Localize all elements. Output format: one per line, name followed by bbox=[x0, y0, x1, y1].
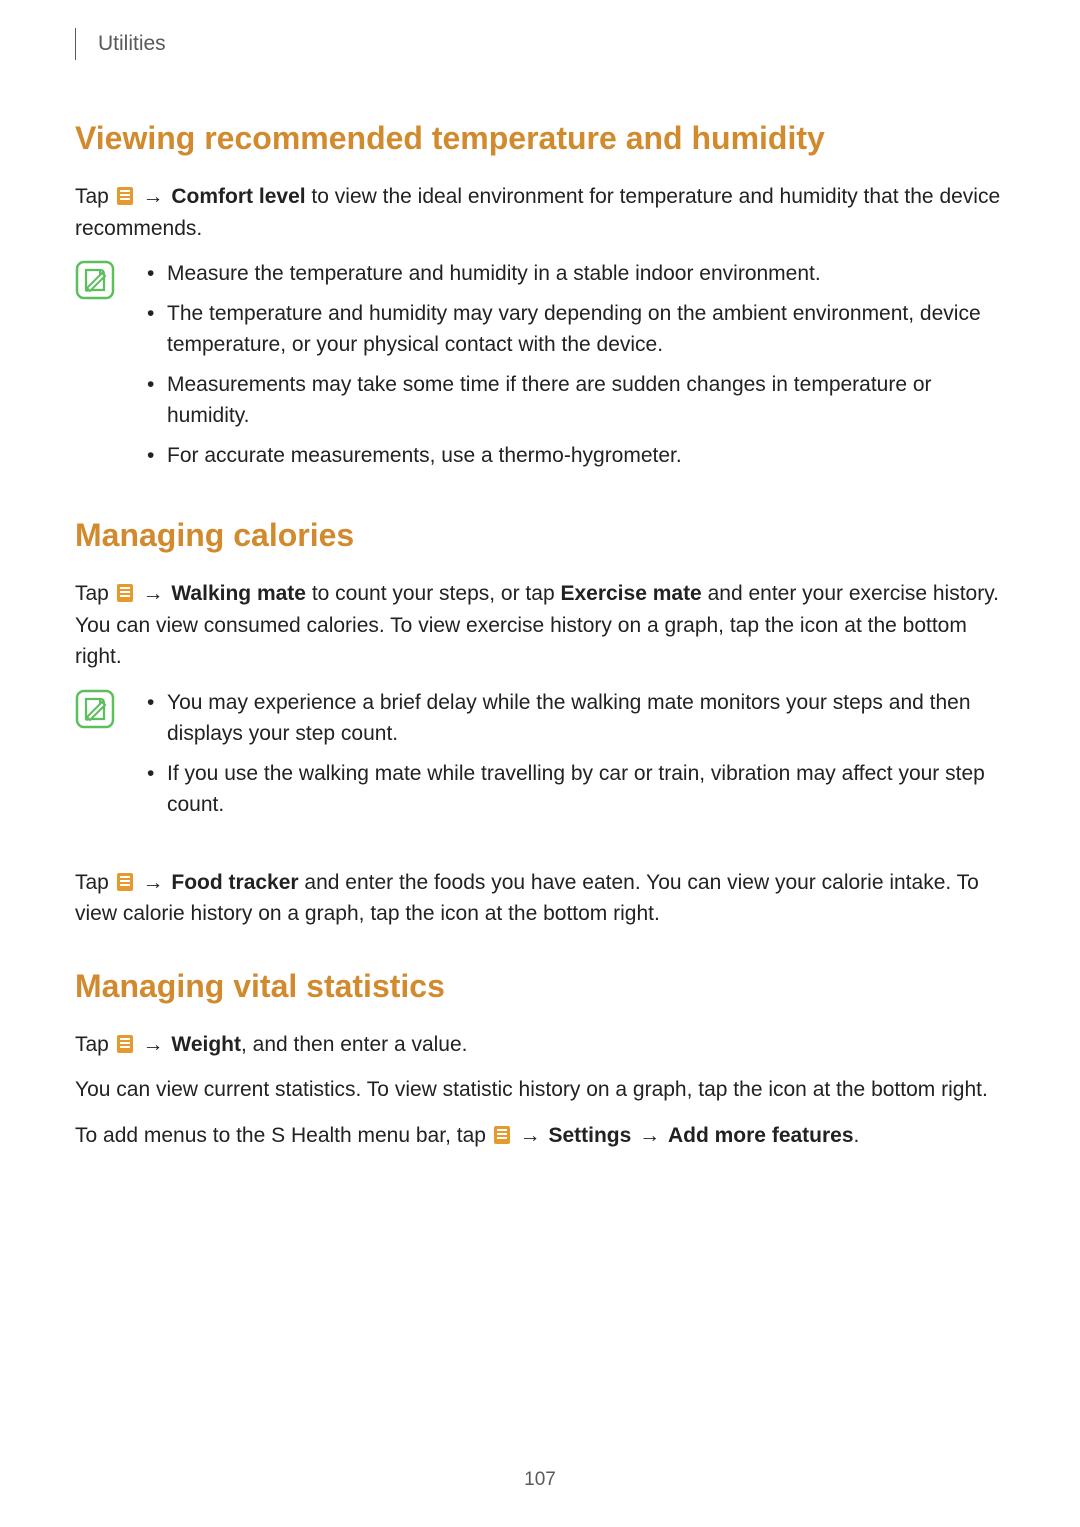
arrow-icon: → bbox=[143, 582, 164, 605]
menu-add-more-features: Add more features bbox=[668, 1124, 854, 1147]
arrow-icon: → bbox=[143, 871, 164, 894]
note-text: Measure the temperature and humidity in … bbox=[167, 258, 1005, 290]
menu-icon bbox=[117, 187, 133, 205]
period: . bbox=[854, 1124, 860, 1147]
menu-exercise-mate: Exercise mate bbox=[560, 582, 701, 605]
menu-icon bbox=[494, 1126, 510, 1144]
arrow-icon: → bbox=[143, 1033, 164, 1056]
note-item: •If you use the walking mate while trave… bbox=[127, 758, 1005, 821]
menu-comfort-level: Comfort level bbox=[171, 185, 305, 208]
page-header: Utilities bbox=[75, 28, 1005, 60]
note-icon bbox=[75, 689, 115, 729]
note-item: •Measure the temperature and humidity in… bbox=[127, 258, 1005, 290]
text-mid: to count your steps, or tap bbox=[306, 582, 560, 605]
text-prefix: To add menus to the S Health menu bar, t… bbox=[75, 1124, 492, 1147]
menu-icon bbox=[117, 1035, 133, 1053]
paragraph-comfort-level: Tap → Comfort level to view the ideal en… bbox=[75, 181, 1005, 244]
menu-weight: Weight bbox=[171, 1033, 241, 1056]
text-suffix: , and then enter a value. bbox=[241, 1033, 468, 1056]
heading-managing-calories: Managing calories bbox=[75, 517, 1005, 554]
menu-settings: Settings bbox=[548, 1124, 631, 1147]
note-text: You may experience a brief delay while t… bbox=[167, 687, 1005, 750]
note-icon bbox=[75, 260, 115, 300]
tap-prefix: Tap bbox=[75, 871, 115, 894]
menu-icon bbox=[117, 873, 133, 891]
heading-vital-statistics: Managing vital statistics bbox=[75, 968, 1005, 1005]
paragraph-weight: Tap → Weight, and then enter a value. bbox=[75, 1029, 1005, 1061]
arrow-icon: → bbox=[143, 185, 164, 208]
menu-food-tracker: Food tracker bbox=[171, 871, 298, 894]
note-text: For accurate measurements, use a thermo-… bbox=[167, 440, 1005, 472]
tap-prefix: Tap bbox=[75, 582, 115, 605]
note-item: •For accurate measurements, use a thermo… bbox=[127, 440, 1005, 472]
header-chapter-label: Utilities bbox=[98, 32, 166, 56]
tap-prefix: Tap bbox=[75, 1033, 115, 1056]
menu-icon bbox=[117, 584, 133, 602]
note-item: •You may experience a brief delay while … bbox=[127, 687, 1005, 750]
tap-prefix: Tap bbox=[75, 185, 115, 208]
note-item: •The temperature and humidity may vary d… bbox=[127, 298, 1005, 361]
heading-temp-humidity: Viewing recommended temperature and humi… bbox=[75, 120, 1005, 157]
note-text: The temperature and humidity may vary de… bbox=[167, 298, 1005, 361]
paragraph-food-tracker: Tap → Food tracker and enter the foods y… bbox=[75, 867, 1005, 930]
note-text: If you use the walking mate while travel… bbox=[167, 758, 1005, 821]
arrow-icon: → bbox=[520, 1124, 541, 1147]
note-item: •Measurements may take some time if ther… bbox=[127, 369, 1005, 432]
menu-walking-mate: Walking mate bbox=[171, 582, 306, 605]
paragraph-add-menus: To add menus to the S Health menu bar, t… bbox=[75, 1120, 1005, 1152]
paragraph-walking-mate: Tap → Walking mate to count your steps, … bbox=[75, 578, 1005, 673]
arrow-icon: → bbox=[639, 1124, 660, 1147]
note-block-temp: •Measure the temperature and humidity in… bbox=[75, 258, 1005, 479]
note-block-calories: •You may experience a brief delay while … bbox=[75, 687, 1005, 829]
page-number: 107 bbox=[0, 1469, 1080, 1491]
paragraph-statistics: You can view current statistics. To view… bbox=[75, 1074, 1005, 1106]
note-text: Measurements may take some time if there… bbox=[167, 369, 1005, 432]
header-divider bbox=[75, 28, 76, 60]
